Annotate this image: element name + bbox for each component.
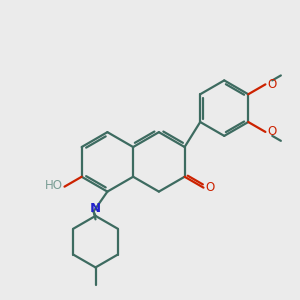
Text: O: O [267,125,277,138]
Text: O: O [267,78,277,91]
Text: O: O [206,181,215,194]
Text: N: N [90,202,101,215]
Text: HO: HO [44,179,62,192]
